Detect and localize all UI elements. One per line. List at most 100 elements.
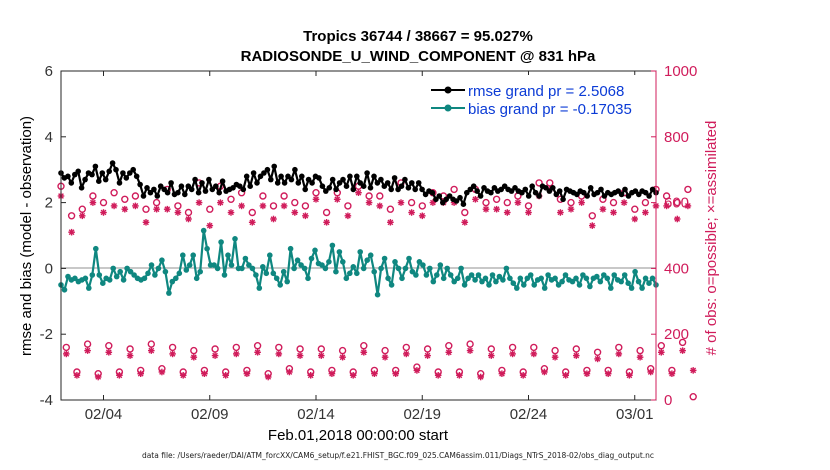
rmse-point xyxy=(168,180,174,186)
obs-assimilated-marker xyxy=(636,353,644,361)
obs-assimilated-stroke xyxy=(329,370,335,377)
obs-assimilated-stroke xyxy=(222,372,229,379)
obs-assimilated-stroke xyxy=(530,351,537,357)
obs-assimilated-marker xyxy=(604,370,612,377)
rmse-point xyxy=(374,180,381,186)
obs-assimilated-stroke xyxy=(84,347,91,354)
rmse-point xyxy=(402,176,408,183)
obs-assimilated-stroke xyxy=(647,369,654,375)
obs-possible-marker xyxy=(572,345,580,353)
obs-possible-marker xyxy=(105,342,113,350)
obs-assimilated-marker xyxy=(243,370,251,377)
obs-assimilated-marker xyxy=(233,350,240,358)
obs-possible-marker xyxy=(503,198,511,207)
obs-assimilated-marker xyxy=(684,202,692,210)
obs-assimilated-marker xyxy=(296,352,304,359)
obs-possible-marker xyxy=(62,343,71,352)
obs-assimilated-stroke xyxy=(244,370,250,377)
bias-point xyxy=(242,255,249,262)
bias-point xyxy=(106,277,113,283)
obs-assimilated-marker xyxy=(190,353,198,361)
bias-point xyxy=(100,280,106,287)
bias-point xyxy=(301,265,308,272)
bias-point xyxy=(430,278,437,285)
obs-assimilated-marker xyxy=(482,205,490,213)
obs-assimilated-stroke xyxy=(79,212,86,219)
rmse-point xyxy=(646,193,652,199)
bias-point xyxy=(392,259,398,265)
rmse-point xyxy=(415,180,422,186)
obs-assimilated-stroke xyxy=(217,199,224,206)
bias-point xyxy=(113,273,120,280)
obs-possible-marker xyxy=(291,198,299,207)
obs-assimilated-stroke xyxy=(116,372,123,379)
obs-assimilated-stroke xyxy=(398,199,404,206)
obs-assimilated-marker xyxy=(488,352,495,359)
rmse-point xyxy=(398,183,405,189)
bias-point xyxy=(649,275,656,282)
obs-assimilated-stroke xyxy=(685,203,691,209)
rmse-point xyxy=(360,183,367,189)
obs-assimilated-stroke xyxy=(169,351,176,357)
obs-assimilated-stroke xyxy=(504,209,511,216)
left-y-tick-label: 0 xyxy=(45,260,53,277)
obs-assimilated-stroke xyxy=(424,352,431,359)
bias-point xyxy=(308,255,315,262)
bias-point xyxy=(120,277,127,283)
obs-assimilated-marker xyxy=(509,350,516,358)
obs-assimilated-marker xyxy=(126,352,134,359)
bias-point xyxy=(221,272,228,278)
obs-assimilated-stroke xyxy=(690,367,697,374)
x-tick-label: 02/19 xyxy=(403,406,441,423)
obs-assimilated-stroke xyxy=(435,372,442,379)
obs-possible-marker xyxy=(338,346,347,355)
obs-assimilated-marker xyxy=(116,372,123,379)
bias-point xyxy=(225,252,231,258)
rmse-point xyxy=(364,170,370,176)
obs-possible-marker xyxy=(131,192,140,200)
obs-possible-marker xyxy=(492,195,501,204)
bias-point xyxy=(632,268,638,275)
obs-assimilated-marker xyxy=(381,353,389,361)
obs-assimilated-marker xyxy=(615,350,623,358)
rmse-point xyxy=(622,186,628,193)
left-y-axis-label: rmse and bias (model - observation) xyxy=(18,116,35,356)
obs-possible-marker xyxy=(99,198,108,207)
obs-assimilated-marker xyxy=(498,370,506,377)
obs-assimilated-marker xyxy=(620,199,628,206)
bias-point xyxy=(305,275,311,282)
obs-possible-marker xyxy=(365,192,373,200)
obs-assimilated-stroke xyxy=(238,203,245,209)
bias-point xyxy=(642,275,649,282)
rmse-point xyxy=(618,191,625,198)
obs-assimilated-marker xyxy=(365,199,373,206)
obs-assimilated-marker xyxy=(142,219,150,226)
obs-assimilated-stroke xyxy=(573,352,580,359)
bias-point xyxy=(625,280,631,287)
bias-point xyxy=(646,280,652,287)
bias-point xyxy=(294,257,301,264)
bias-point xyxy=(246,262,252,268)
legend-bias-marker xyxy=(444,104,452,112)
chart-title-line1: Tropics 36744 / 38667 = 95.027% xyxy=(303,28,533,45)
rmse-point xyxy=(89,171,95,178)
bias-point xyxy=(482,275,489,282)
obs-possible-marker xyxy=(657,342,665,350)
obs-assimilated-marker xyxy=(557,209,564,216)
bias-point xyxy=(343,275,350,282)
bias-point xyxy=(145,270,151,277)
obs-assimilated-marker xyxy=(514,199,522,206)
rmse-point xyxy=(453,198,460,204)
bias-point xyxy=(531,282,537,288)
bias-point xyxy=(267,252,273,258)
legend-bias-label: bias grand pr = -0.17035 xyxy=(468,101,632,118)
obs-assimilated-stroke xyxy=(212,352,218,359)
rmse-point xyxy=(340,176,346,183)
rmse-point xyxy=(388,186,395,193)
obs-assimilated-stroke xyxy=(233,351,240,357)
left-y-tick-label: -2 xyxy=(40,326,53,343)
obs-assimilated-stroke xyxy=(121,206,128,213)
obs-assimilated-marker xyxy=(583,370,591,377)
obs-assimilated-stroke xyxy=(190,354,197,361)
obs-possible-marker xyxy=(593,348,602,356)
